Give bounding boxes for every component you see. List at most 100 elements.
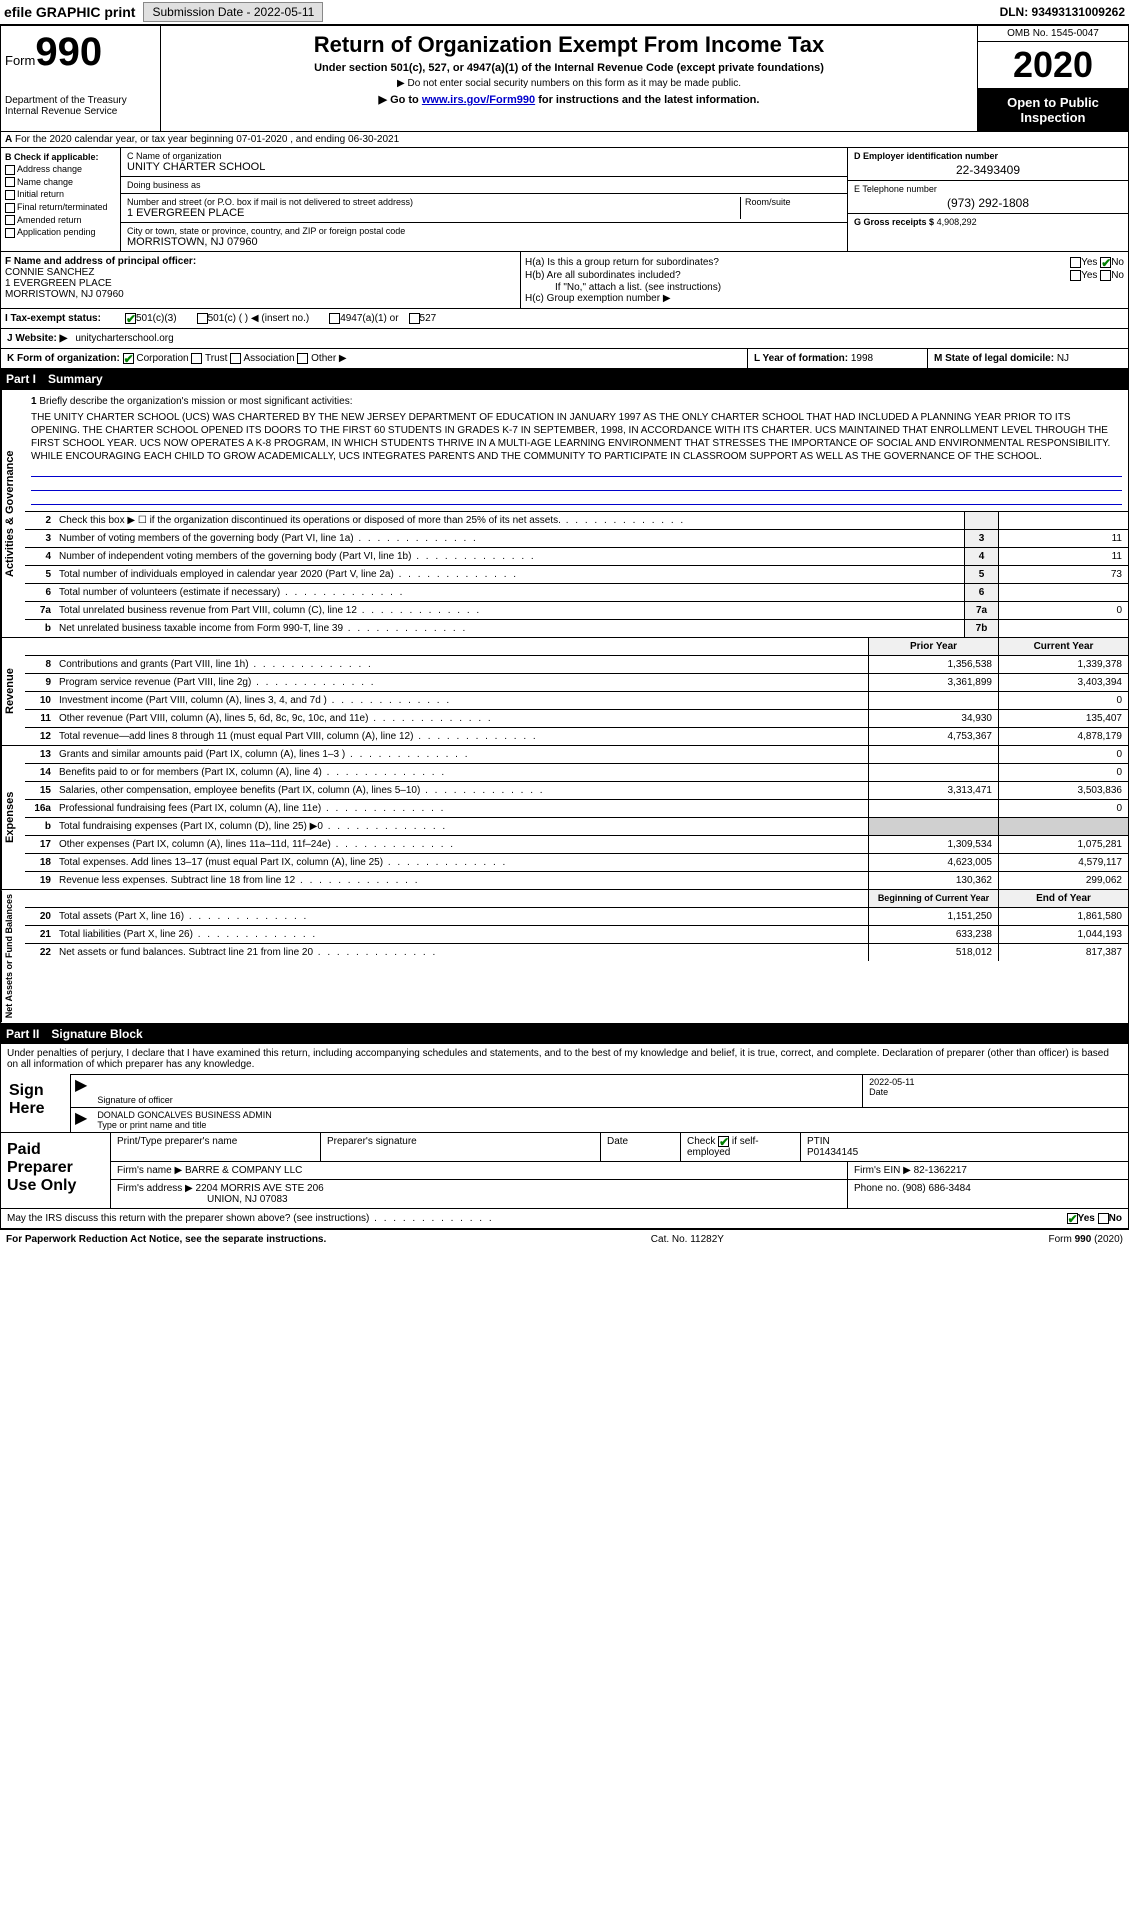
line-num: 21 [25,926,55,943]
preparer-name-header: Print/Type preparer's name [111,1133,321,1161]
line-num: 17 [25,836,55,853]
blank [25,638,55,655]
prior-year-value: 3,313,471 [868,782,998,799]
chk-application-pending[interactable]: Application pending [5,227,116,238]
ein-value: 22-3493409 [854,163,1122,177]
side-tab-ag: Activities & Governance [1,390,25,637]
line-text: Benefits paid to or for members (Part IX… [55,764,868,781]
current-year-value: 4,579,117 [998,854,1128,871]
line-num: 6 [25,584,55,601]
data-line: 17 Other expenses (Part IX, column (A), … [25,836,1128,854]
form-prefix: Form [5,53,35,68]
prior-year-value: 1,151,250 [868,908,998,925]
irs-link[interactable]: www.irs.gov/Form990 [422,94,535,106]
chk-4947[interactable] [329,313,340,324]
submission-date-button[interactable]: Submission Date - 2022-05-11 [143,2,323,22]
ein-cell: D Employer identification number 22-3493… [848,148,1128,181]
chk-501c3[interactable] [125,313,136,324]
discuss-no-checkbox[interactable] [1098,1213,1109,1224]
sd-value: NJ [1057,353,1069,364]
paid-row-1: Print/Type preparer's name Preparer's si… [111,1133,1128,1162]
form-990-number: 990 [35,30,102,74]
prior-year-value [868,692,998,709]
phone-cell: E Telephone number (973) 292-1808 [848,181,1128,214]
data-line: 20 Total assets (Part X, line 16) 1,151,… [25,908,1128,926]
line-value [998,620,1128,637]
gross-value: 4,908,292 [937,217,977,227]
current-year-value: 3,403,394 [998,674,1128,691]
line-text: Net unrelated business taxable income fr… [55,620,964,637]
rule-line [31,493,1122,505]
line-text: Total liabilities (Part X, line 26) [55,926,868,943]
chk-corporation[interactable] [123,353,134,364]
addr-label: Number and street (or P.O. box if mail i… [127,197,736,207]
hb-row: H(b) Are all subordinates included? Yes … [525,269,1124,282]
blank [25,890,55,907]
line-num: 18 [25,854,55,871]
current-year-value: 0 [998,692,1128,709]
rev-header-row: Prior Year Current Year [25,638,1128,656]
blank [55,890,868,907]
sig-date-value: 2022-05-11 [869,1077,1122,1087]
chk-final-return[interactable]: Final return/terminated [5,202,116,213]
chk-initial-return[interactable]: Initial return [5,189,116,200]
chk-amended-return[interactable]: Amended return [5,215,116,226]
data-line: 16a Professional fundraising fees (Part … [25,800,1128,818]
dba-label: Doing business as [127,180,841,190]
line-num: 4 [25,548,55,565]
chk-address-change[interactable]: Address change [5,164,116,175]
ha-yes-checkbox[interactable] [1070,257,1081,268]
addr-value: 1 EVERGREEN PLACE [127,207,736,219]
hc-label: H(c) Group exemption number ▶ [525,293,1124,304]
ag-content: 1 Briefly describe the organization's mi… [25,390,1128,637]
arrow-icon: ▶ [71,1075,91,1107]
header-right: OMB No. 1545-0047 2020 Open to Public In… [978,26,1128,131]
rev-content: Prior Year Current Year 8 Contributions … [25,638,1128,745]
open-to-public: Open to Public Inspection [978,89,1128,131]
current-year-value: 135,407 [998,710,1128,727]
sig-date-cell: 2022-05-11 Date [863,1075,1128,1107]
blank [55,638,868,655]
data-line: 18 Total expenses. Add lines 13–17 (must… [25,854,1128,872]
mission-block: 1 Briefly describe the organization's mi… [25,390,1128,512]
officer-label: F Name and address of principal officer: [5,256,516,267]
summary-line: 5 Total number of individuals employed i… [25,566,1128,584]
chk-name-change[interactable]: Name change [5,177,116,188]
officer-signature-cell[interactable]: Signature of officer [91,1075,863,1107]
chk-527[interactable] [409,313,420,324]
chk-self-employed[interactable] [718,1136,729,1147]
data-line: 9 Program service revenue (Part VIII, li… [25,674,1128,692]
line-num: 9 [25,674,55,691]
year-formation: L Year of formation: 1998 [748,349,928,368]
line-text: Total number of individuals employed in … [55,566,964,583]
paid-row-3: Firm's address ▶ 2204 MORRIS AVE STE 206… [111,1180,1128,1208]
sd-label: M State of legal domicile: [934,353,1054,364]
chk-association[interactable] [230,353,241,364]
row-fgh: F Name and address of principal officer:… [0,252,1129,309]
line-text: Professional fundraising fees (Part IX, … [55,800,868,817]
line-text: Total number of volunteers (estimate if … [55,584,964,601]
declaration-text: Under penalties of perjury, I declare th… [1,1044,1128,1074]
hb-no-checkbox[interactable] [1100,270,1111,281]
line-num: 15 [25,782,55,799]
header-center: Return of Organization Exempt From Incom… [161,26,978,131]
ha-no-checkbox[interactable] [1100,257,1111,268]
self-employed-cell: Check if self-employed [681,1133,801,1161]
sig-date-label: Date [869,1087,1122,1097]
hb-yes-checkbox[interactable] [1070,270,1081,281]
row-i-tax-status: I Tax-exempt status: 501(c)(3) 501(c) ( … [0,309,1129,329]
officer-addr1: 1 EVERGREEN PLACE [5,278,516,289]
ha-row: H(a) Is this a group return for subordin… [525,256,1124,269]
discuss-row: May the IRS discuss this return with the… [0,1209,1129,1229]
city-label: City or town, state or province, country… [127,226,841,236]
line-num: b [25,620,55,637]
line-text: Number of independent voting members of … [55,548,964,565]
chk-501c[interactable] [197,313,208,324]
current-year-value [998,818,1128,835]
pra-notice: For Paperwork Reduction Act Notice, see … [6,1234,326,1245]
expenses-section: Expenses 13 Grants and similar amounts p… [0,746,1129,890]
line-box: 7b [964,620,998,637]
chk-trust[interactable] [191,353,202,364]
discuss-yes-checkbox[interactable] [1067,1213,1078,1224]
chk-other[interactable] [297,353,308,364]
